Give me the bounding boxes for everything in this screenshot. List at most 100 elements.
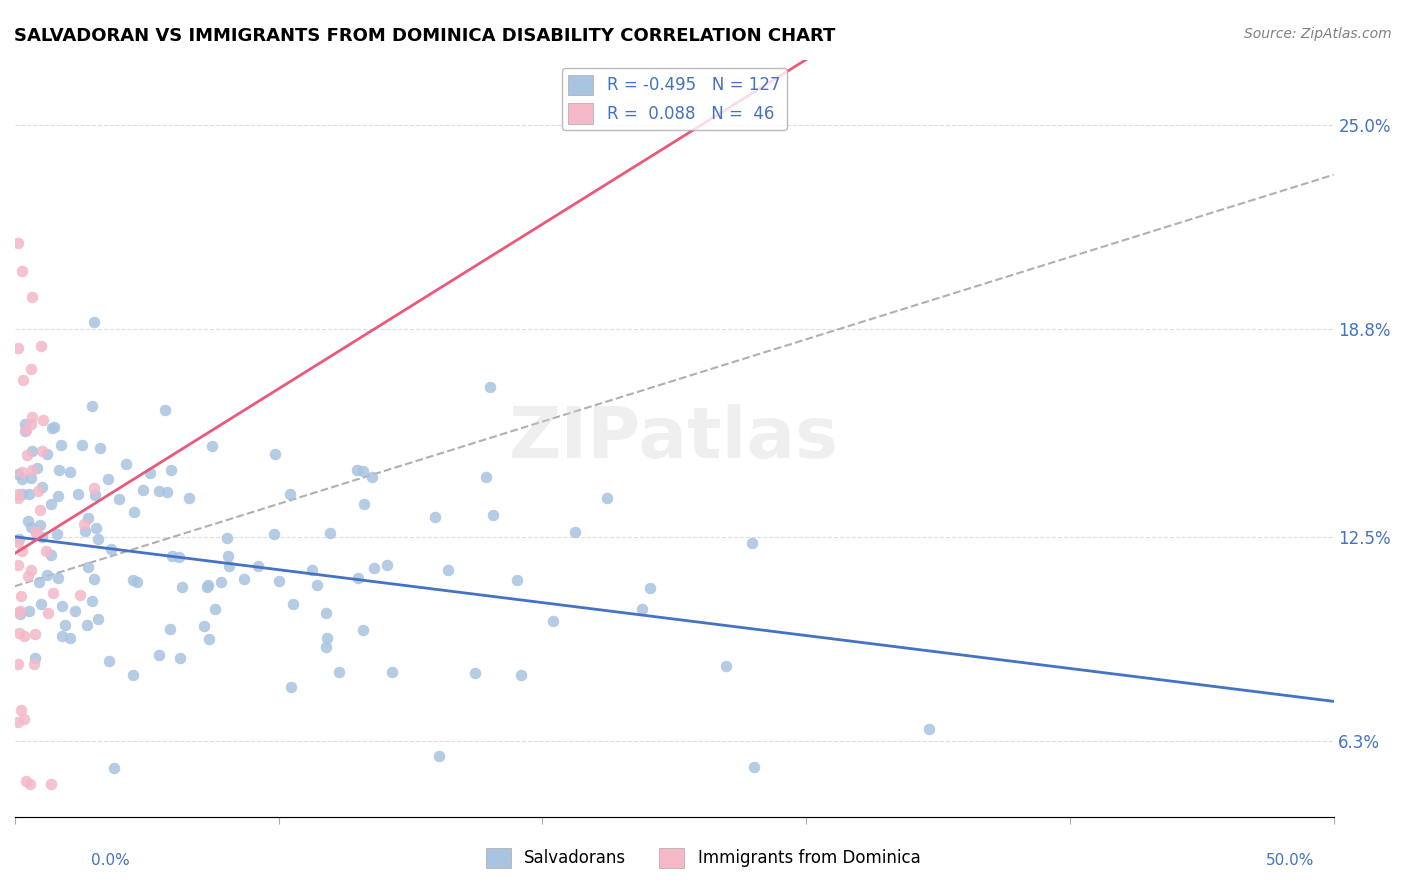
Point	[37, 607, 59, 621]
Point	[121, 668, 143, 682]
Point	[215, 531, 238, 545]
Point	[11, 466, 34, 480]
Point	[31, 480, 53, 494]
Point	[20, 471, 42, 485]
Point	[7, 487, 30, 501]
Point	[201, 439, 224, 453]
Point	[541, 614, 564, 628]
Point	[13, 629, 35, 643]
Point	[301, 563, 323, 577]
Point	[32, 413, 55, 427]
Point	[48, 463, 70, 477]
Point	[159, 622, 181, 636]
Point	[10, 589, 32, 603]
Point	[10, 703, 32, 717]
Point	[25, 460, 48, 475]
Point	[263, 527, 285, 541]
Legend: Salvadorans, Immigrants from Dominica: Salvadorans, Immigrants from Dominica	[479, 841, 927, 875]
Point	[381, 665, 404, 679]
Point	[83, 488, 105, 502]
Point	[87, 533, 110, 547]
Point	[46, 490, 69, 504]
Point	[22, 657, 45, 672]
Point	[217, 549, 239, 563]
Point	[115, 457, 138, 471]
Point	[121, 573, 143, 587]
Point	[28, 518, 51, 533]
Point	[14, 424, 37, 438]
Point	[35, 447, 58, 461]
Point	[479, 380, 502, 394]
Point	[73, 524, 96, 538]
Point	[8, 605, 31, 619]
Point	[17, 569, 39, 583]
Point	[363, 561, 385, 575]
Point	[124, 505, 146, 519]
Point	[315, 606, 337, 620]
Point	[328, 665, 350, 679]
Point	[195, 581, 218, 595]
Point	[28, 574, 51, 589]
Point	[375, 558, 398, 572]
Point	[53, 617, 76, 632]
Point	[39, 497, 62, 511]
Point	[49, 437, 72, 451]
Point	[481, 508, 503, 522]
Point	[65, 604, 87, 618]
Point	[18, 604, 41, 618]
Point	[20, 520, 42, 534]
Point	[305, 577, 328, 591]
Point	[8, 604, 31, 618]
Point	[83, 481, 105, 495]
Point	[31, 444, 53, 458]
Point	[742, 760, 765, 774]
Point	[100, 542, 122, 557]
Point	[59, 465, 82, 479]
Point	[46, 526, 69, 541]
Text: SALVADORAN VS IMMIGRANTS FROM DOMINICA DISABILITY CORRELATION CHART: SALVADORAN VS IMMIGRANTS FROM DOMINICA D…	[14, 27, 835, 45]
Point	[11, 544, 34, 558]
Point	[103, 761, 125, 775]
Point	[15, 774, 38, 789]
Point	[7, 491, 30, 506]
Point	[156, 485, 179, 500]
Point	[27, 484, 49, 499]
Point	[35, 544, 58, 558]
Point	[132, 483, 155, 497]
Point	[427, 749, 450, 764]
Point	[247, 559, 270, 574]
Point	[15, 448, 38, 462]
Point	[20, 563, 42, 577]
Point	[30, 597, 52, 611]
Point	[7, 626, 30, 640]
Point	[77, 511, 100, 525]
Point	[169, 650, 191, 665]
Point	[41, 777, 63, 791]
Point	[198, 632, 221, 646]
Point	[319, 525, 342, 540]
Point	[31, 530, 53, 544]
Point	[280, 487, 302, 501]
Point	[83, 572, 105, 586]
Point	[436, 563, 458, 577]
Point	[177, 491, 200, 505]
Point	[80, 399, 103, 413]
Point	[87, 611, 110, 625]
Point	[353, 497, 375, 511]
Point	[84, 521, 107, 535]
Point	[233, 572, 256, 586]
Point	[160, 549, 183, 563]
Point	[8, 532, 31, 546]
Point	[352, 464, 374, 478]
Point	[281, 597, 304, 611]
Point	[67, 486, 90, 500]
Point	[39, 548, 62, 562]
Point	[80, 593, 103, 607]
Point	[21, 444, 44, 458]
Point	[263, 447, 285, 461]
Point	[69, 588, 91, 602]
Point	[21, 463, 44, 477]
Point	[97, 654, 120, 668]
Point	[44, 420, 66, 434]
Point	[506, 574, 529, 588]
